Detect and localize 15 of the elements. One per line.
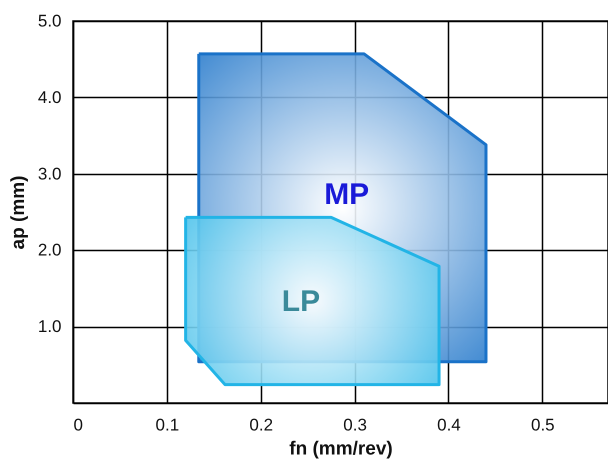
y-axis-title: ap (mm) xyxy=(8,176,29,250)
x-tick-label: 0.3 xyxy=(343,416,367,434)
y-tick-label: 2.0 xyxy=(38,240,62,260)
x-tick-label: 0.5 xyxy=(530,416,555,434)
x-tick-label: 0.2 xyxy=(249,416,274,434)
x-axis-title: fn (mm/rev) xyxy=(289,438,393,460)
x-tick-label: 0.4 xyxy=(437,416,461,434)
y-tick-label: 1.0 xyxy=(38,317,62,336)
x-tick-label: 0 xyxy=(74,416,83,434)
x-tick-label: 0.1 xyxy=(156,416,180,434)
annotation: LP xyxy=(282,284,320,318)
y-tick-label: 3.0 xyxy=(38,164,62,184)
y-tick-label: 5.0 xyxy=(38,12,62,30)
y-tick-label: 4.0 xyxy=(38,88,62,107)
annotation: MP xyxy=(324,178,370,212)
